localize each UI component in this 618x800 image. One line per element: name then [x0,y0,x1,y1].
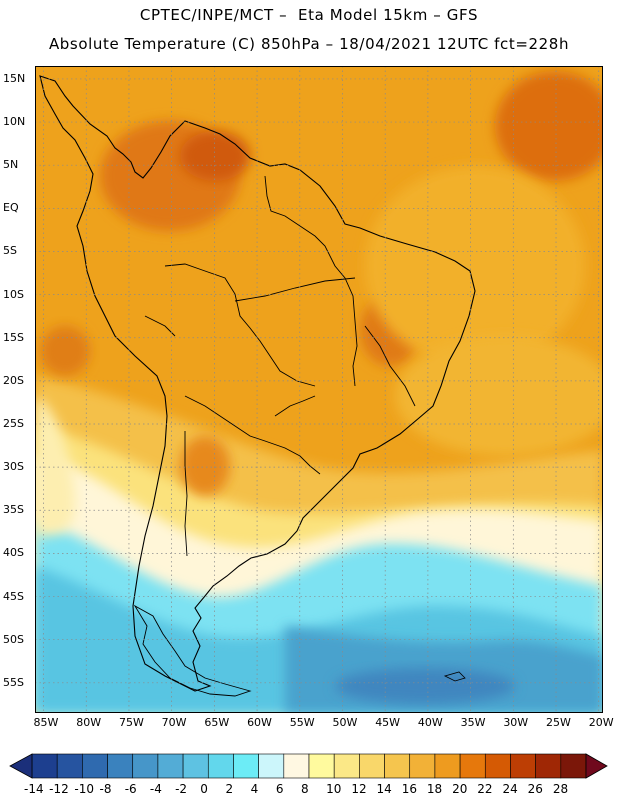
lon-label: 45W [375,716,401,729]
temperature-cell-warm-pacific [40,326,90,376]
chart-title: CPTEC/INPE/MCT – Eta Model 15km – GFS [139,6,479,24]
lon-label: 35W [460,716,486,729]
colorbar-swatch [535,753,562,779]
lat-label: 45S [3,589,24,603]
colorbar-label: 0 [200,782,208,796]
country-borders [144,175,416,557]
colorbar-swatch [31,753,58,779]
grid-lines [35,66,603,713]
colorbar-label: 28 [552,782,569,796]
lon-label: 20W [588,716,614,729]
temperature-cell-cold [335,668,515,704]
temperature-tongue-west [35,396,76,536]
lat-label: 40S [3,546,24,560]
colorbar-swatch [484,753,511,779]
colorbar-label: 4 [250,782,259,796]
lat-label: 20S [3,373,24,387]
lon-label: 55W [289,716,315,729]
colorbar-label: -8 [99,782,112,796]
colorbar-swatch [560,753,587,779]
colorbar-label: -14 [24,782,44,796]
temperature-cell-mild-atlantic [365,166,585,366]
colorbar-swatch [258,753,285,779]
colorbar-label: 10 [326,782,342,796]
colorbar-swatch [132,753,159,779]
colorbar-swatch [409,753,436,779]
colorbar-label: -4 [149,782,162,796]
colorbar-swatch [359,753,385,779]
colorbar-label: 22 [477,782,493,796]
colorbar-label: -2 [175,782,188,796]
colorbar-swatch [182,753,209,779]
lon-label: 75W [118,716,144,729]
colorbar-label: 26 [527,782,543,796]
colorbar-low-arrow [9,753,33,779]
temperature-map [35,66,603,713]
map-canvas [35,66,603,713]
lat-label: 30S [3,460,24,474]
colorbar-label: 6 [275,782,284,796]
colorbar-swatch [510,753,536,779]
colorbar-label: 16 [401,782,417,796]
colorbar-label: 14 [376,782,392,796]
lon-label: 50W [332,716,358,729]
colorbar-swatch [56,753,83,779]
lon-label: 65W [204,716,230,729]
map-border [35,66,603,713]
colorbar-label: 18 [426,782,443,796]
lon-label: 70W [161,716,187,729]
colorbar-swatch [434,753,461,779]
temperature-cell-warm-atlantic [495,71,603,181]
colorbar [9,753,608,779]
colorbar-swatch [107,753,134,779]
lon-label: 60W [247,716,272,729]
colorbar-swatch [459,753,486,779]
colorbar-label: -12 [49,782,69,796]
lon-label: 30W [503,716,529,729]
colorbar-swatch [233,753,259,779]
colorbar-label: 12 [351,782,367,796]
colorbar-swatch [283,753,310,779]
temperature-cell-hot-north [180,131,250,181]
colorbar-swatch [384,753,411,779]
coastline-falklands [443,671,466,682]
chart-subtitle: Absolute Temperature (C) 850hPa – 18/04/… [48,35,570,53]
lat-label: EQ [3,201,19,215]
colorbar-swatch [308,753,335,779]
colorbar-swatch [157,753,184,779]
lat-label: 35S [3,503,24,517]
colorbar-label: -10 [74,782,94,796]
colorbar-swatch [333,753,360,779]
colorbar-label: 20 [452,782,468,796]
colorbar-swatches [31,753,587,779]
lon-label: 85W [33,716,59,729]
lat-label: 5S [3,244,17,258]
lat-label: 50S [3,632,24,646]
lat-label: 10N [3,115,26,129]
lat-label: 5N [3,158,19,172]
lat-label: 25S [3,417,24,430]
lon-label: 80W [76,716,102,729]
lat-label: 15N [3,71,26,85]
colorbar-high-arrow [585,753,608,779]
colorbar-label: 8 [301,782,309,796]
coastline-patagonia [133,604,252,697]
colorbar-label: -6 [124,782,137,796]
coastline-south-america [39,75,476,692]
lat-label: 55S [3,675,24,689]
lat-label: 15S [3,330,24,344]
lat-label: 10S [3,287,24,301]
temperature-cell-warm-south [180,436,230,496]
lon-label: 40W [417,716,443,729]
colorbar-label: 2 [225,782,234,796]
colorbar-swatch [82,753,108,779]
lon-label: 25W [546,716,571,729]
colorbar-label: 24 [502,782,518,796]
colorbar-swatch [207,753,234,779]
